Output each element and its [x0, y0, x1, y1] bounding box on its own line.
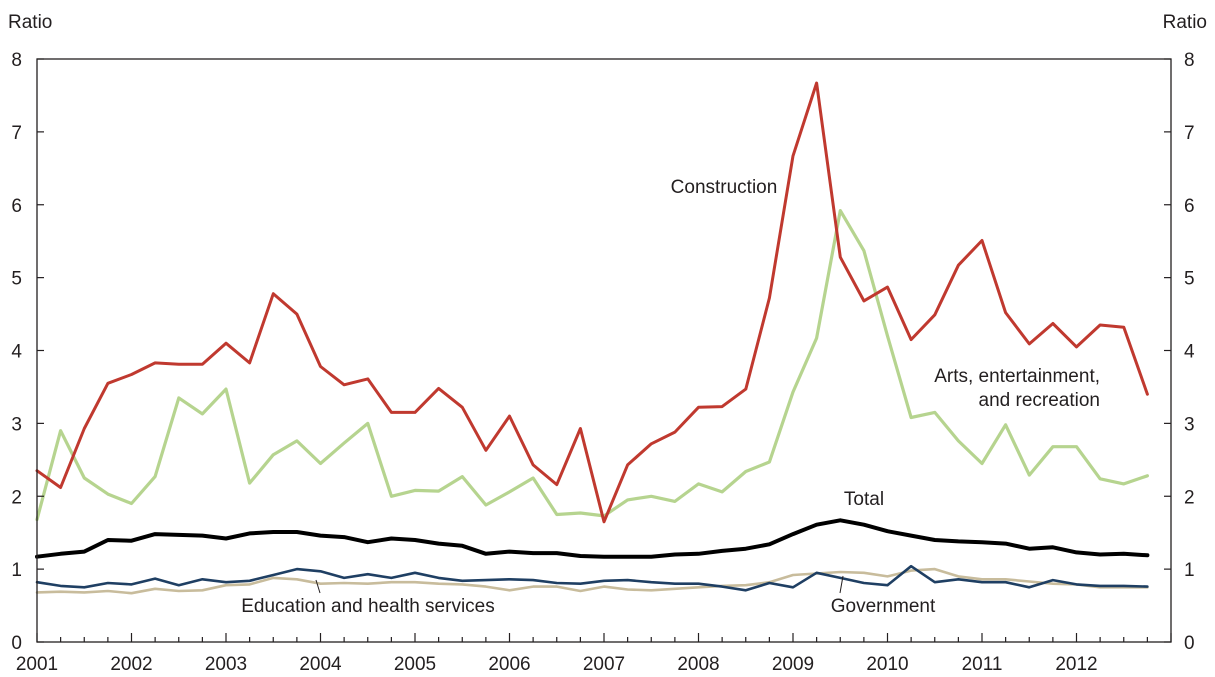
right-axis-label: Ratio: [1163, 12, 1207, 33]
x-tick-label: 2010: [866, 654, 908, 675]
y-tick-label-right: 5: [1184, 269, 1195, 290]
y-tick-label-right: 3: [1184, 414, 1195, 435]
y-tick-label-left: 6: [11, 196, 22, 217]
y-tick-label-right: 1: [1184, 560, 1195, 581]
labels-layer: Construction Arts, entertainment, and recr…: [241, 177, 1100, 617]
y-tick-label-left: 8: [11, 50, 22, 71]
y-tick-label-right: 0: [1184, 633, 1195, 654]
series-label: Construction: [671, 177, 778, 198]
y-tick-label-left: 2: [11, 487, 22, 508]
government-label-leader: [839, 575, 844, 594]
series-label: and recreation: [979, 390, 1100, 411]
y-tick-label-right: 4: [1184, 342, 1195, 363]
series-label: Arts, entertainment,: [934, 366, 1100, 387]
x-tick-label: 2007: [583, 654, 625, 675]
education-label-leader: [315, 579, 321, 594]
y-tick-label-left: 0: [11, 633, 22, 654]
y-tick-label-left: 5: [11, 269, 22, 290]
y-tick-label-right: 2: [1184, 487, 1195, 508]
series-label: Government: [831, 596, 936, 617]
y-tick-label-right: 7: [1184, 123, 1195, 144]
x-tick-label: 2005: [394, 654, 436, 675]
x-tick-label: 2002: [110, 654, 152, 675]
series-line-government: [35, 567, 1149, 595]
y-tick-label-right: 8: [1184, 50, 1195, 71]
y-tick-label-left: 4: [11, 342, 22, 363]
x-tick-label: 2012: [1055, 654, 1097, 675]
y-tick-label-right: 6: [1184, 196, 1195, 217]
series-line-education-and-health-services: [35, 564, 1149, 592]
x-tick-label: 2011: [962, 654, 1003, 675]
x-tick-label: 2004: [299, 654, 342, 675]
series-layer: [35, 81, 1150, 595]
ticks-layer: 0 0 1 1 2 2 3 3 4 4 5 5 6 6 7 7 8 8 2001 2002 2003 2004 2005 20…: [11, 50, 1195, 675]
series-line-construction: [35, 81, 1149, 524]
series-label: Total: [844, 489, 884, 510]
y-tick-label-left: 7: [11, 123, 22, 144]
x-tick-label: 2003: [205, 654, 247, 675]
x-tick-label: 2009: [772, 654, 814, 675]
series-line-arts-entertainment-and-recreation: [35, 209, 1150, 522]
y-tick-label-left: 1: [11, 560, 22, 581]
x-tick-label: 2006: [488, 654, 530, 675]
series-label: Education and health services: [241, 596, 495, 617]
x-tick-label: 2008: [677, 654, 719, 675]
x-tick-label: 2001: [16, 654, 58, 675]
plot-frame: [36, 58, 1172, 643]
series-line-total: [35, 518, 1150, 559]
left-axis-label: Ratio: [8, 12, 52, 33]
y-tick-label-left: 3: [11, 414, 22, 435]
